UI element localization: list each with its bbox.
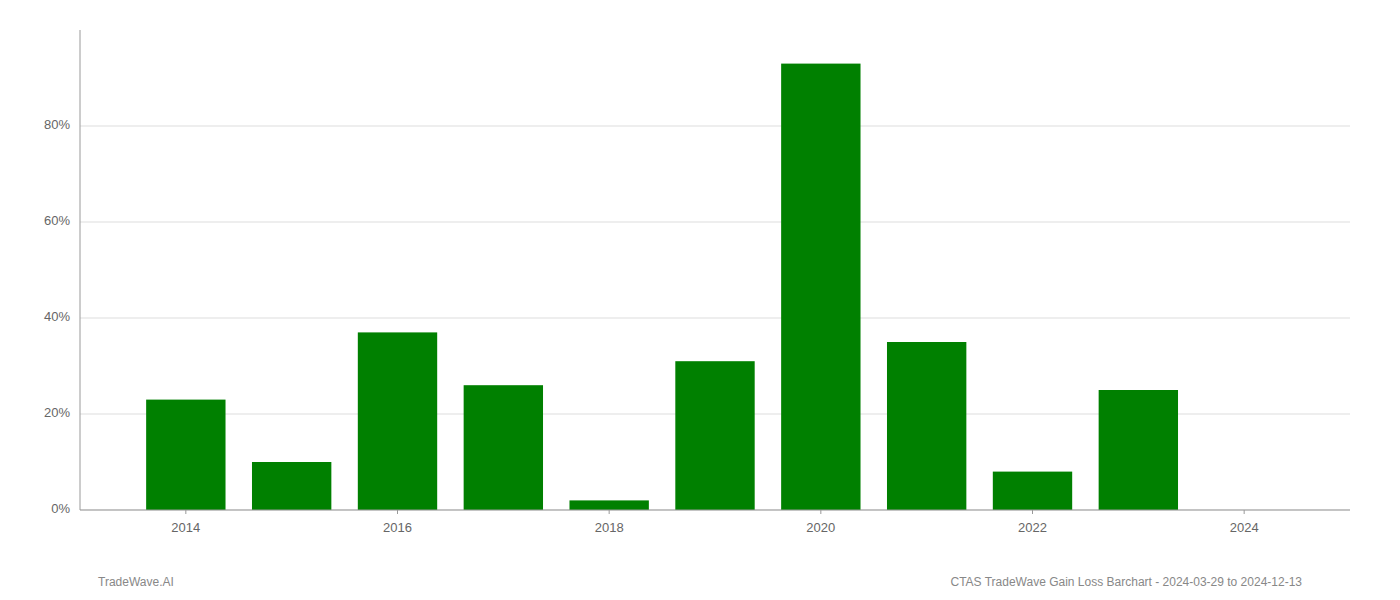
- y-tick-label: 0%: [51, 501, 70, 516]
- bar: [675, 361, 754, 510]
- background: [0, 0, 1400, 600]
- grid-line: [80, 510, 1350, 511]
- x-tick-label: 2024: [1230, 520, 1259, 535]
- annotation: TradeWave.AI: [98, 575, 174, 589]
- x-tick: [820, 510, 821, 514]
- bar: [887, 342, 966, 510]
- annotation: CTAS TradeWave Gain Loss Barchart - 2024…: [950, 575, 1302, 589]
- x-tick: [185, 510, 186, 514]
- x-tick-label: 2020: [806, 520, 835, 535]
- x-tick: [1244, 510, 1245, 514]
- bar: [358, 332, 437, 510]
- bar: [569, 500, 648, 510]
- axes: 0% 20% 40% 60% 80% 2014 2016 2018 2020 2022 2024: [44, 117, 1259, 535]
- bar: [252, 462, 331, 510]
- bars: [146, 64, 1178, 510]
- y-tick-label: 20%: [44, 405, 70, 420]
- x-tick: [609, 510, 610, 514]
- y-tick-label: 80%: [44, 117, 70, 132]
- x-tick-label: 2014: [171, 520, 200, 535]
- x-axis-line: [80, 510, 1350, 511]
- x-tick-label: 2018: [595, 520, 624, 535]
- y-tick-label: 40%: [44, 309, 70, 324]
- grid: [80, 126, 1350, 510]
- bar: [993, 472, 1072, 510]
- bar: [1099, 390, 1178, 510]
- bar: [464, 385, 543, 510]
- bar: [146, 400, 225, 510]
- chart: 0% 20% 40% 60% 80% 2014 2016 2018 2020 2022 2024 Tr…: [0, 0, 1400, 600]
- x-tick-label: 2022: [1018, 520, 1047, 535]
- y-tick-label: 60%: [44, 213, 70, 228]
- grid-line: [80, 318, 1350, 319]
- x-tick: [397, 510, 398, 514]
- grid-line: [80, 126, 1350, 127]
- bar: [781, 64, 860, 510]
- grid-line: [80, 222, 1350, 223]
- x-tick: [1032, 510, 1033, 514]
- x-tick-label: 2016: [383, 520, 412, 535]
- y-axis-line: [80, 30, 81, 510]
